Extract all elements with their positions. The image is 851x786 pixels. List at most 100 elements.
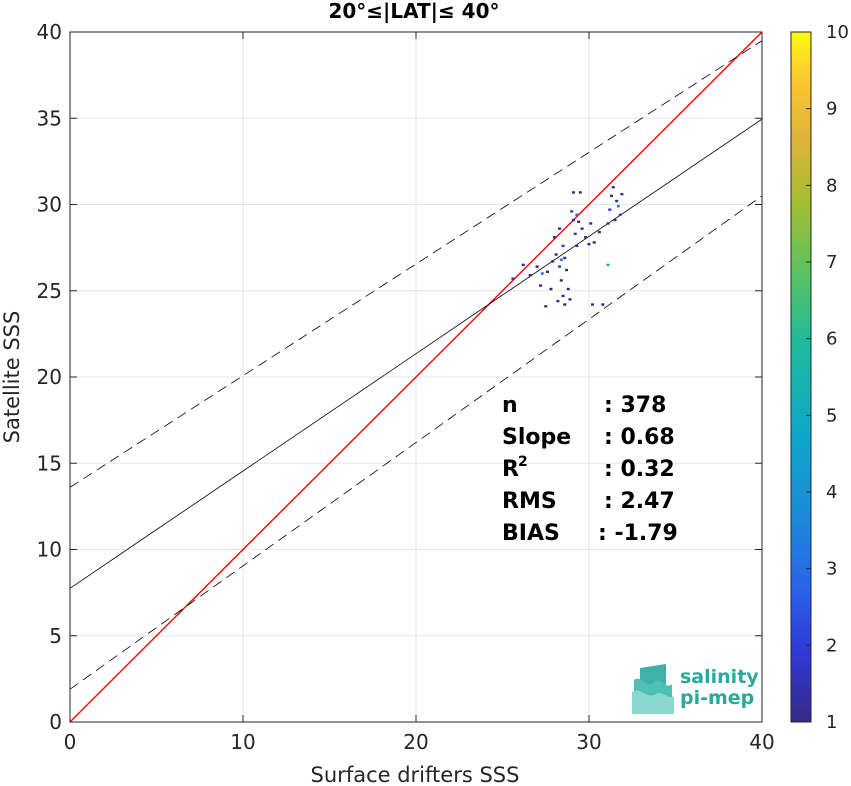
stat-value: : 0.32: [604, 457, 675, 482]
data-point: [566, 287, 570, 291]
colorbar-tick-label: 2: [826, 635, 837, 656]
x-tick-label: 10: [230, 730, 255, 754]
x-tick-label: 40: [749, 730, 774, 754]
stat-label-superscript: 2: [518, 454, 528, 470]
y-tick-label: 0: [49, 710, 62, 734]
colorbar-tick-label: 4: [826, 482, 837, 503]
data-point: [561, 244, 565, 248]
stat-value: : 0.68: [604, 425, 675, 450]
y-tick-label: 35: [37, 106, 62, 130]
identity-line: [70, 32, 762, 722]
salinity-pi-mep-logo: salinity pi-mep: [632, 664, 759, 714]
data-point: [552, 236, 556, 239]
x-tick-label: 30: [576, 730, 601, 754]
data-point: [606, 222, 610, 225]
y-tick-label: 40: [37, 20, 62, 44]
colorbar-tick-label: 5: [826, 405, 837, 426]
colorbar-tick-label: 1: [826, 712, 837, 733]
data-point: [590, 303, 594, 306]
data-point: [556, 299, 560, 303]
data-point: [521, 263, 525, 267]
y-tick-label: 10: [37, 538, 62, 562]
fit-lines: [70, 32, 762, 722]
data-point: [580, 227, 584, 230]
stat-label: n: [502, 393, 518, 418]
y-axis-label: Satellite SSS: [0, 311, 24, 444]
data-point: [589, 222, 593, 225]
data-point: [611, 186, 615, 189]
y-tick-label: 30: [37, 193, 62, 217]
data-point: [528, 274, 532, 277]
data-point: [551, 260, 555, 263]
data-point: [539, 284, 543, 287]
logo-line2: pi-mep: [680, 687, 754, 709]
data-point: [575, 244, 579, 248]
colorbar: 1 2 3 4 5 6 7 8 9 10: [790, 22, 849, 733]
fit-upper-line: [70, 40, 762, 488]
x-tick-label: 20: [403, 730, 428, 754]
data-point: [558, 265, 562, 268]
data-point: [618, 213, 622, 217]
data-point: [558, 227, 562, 230]
x-tick-label: 0: [64, 730, 77, 754]
data-point: [544, 305, 548, 308]
stat-value: : 2.47: [604, 489, 675, 514]
data-point: [601, 303, 605, 306]
data-point: [568, 298, 572, 301]
stat-label: RMS: [502, 489, 557, 514]
data-point: [584, 236, 588, 239]
fit-line: [70, 118, 762, 589]
stat-label: R: [502, 457, 519, 482]
axes: 0 10 20 30 40 0 5 10 15 20 25 30 35 40: [37, 20, 775, 754]
data-point: [549, 287, 553, 291]
data-point: [563, 256, 567, 260]
data-point: [561, 294, 565, 298]
data-point: [573, 232, 577, 236]
data-point: [578, 191, 582, 194]
stats-box: n: 378 Slope: 0.68 R 2: 0.32 RMS: 2.47 BIAS: …: [502, 393, 678, 546]
data-point: [571, 191, 575, 194]
data-point: [540, 272, 544, 275]
logo-line1: salinity: [680, 666, 759, 688]
y-tick-label: 5: [49, 624, 62, 648]
data-point: [616, 205, 620, 208]
data-point: [511, 277, 515, 280]
y-tick-label: 25: [37, 279, 62, 303]
data-point: [571, 218, 575, 222]
data-point: [570, 210, 574, 213]
colorbar-tick-label: 3: [826, 559, 837, 580]
colorbar-ticks: 1 2 3 4 5 6 7 8 9 10: [806, 22, 849, 733]
x-axis-label: Surface drifters SSS: [311, 763, 520, 786]
chart-title: 20°≤|LAT|≤ 40°: [328, 0, 499, 23]
data-point: [615, 199, 619, 203]
data-point: [565, 268, 569, 272]
data-points: [511, 186, 624, 308]
data-point: [613, 218, 617, 222]
data-point: [575, 213, 579, 217]
data-point: [620, 192, 624, 196]
colorbar-tick-label: 7: [826, 252, 837, 273]
y-tick-label: 15: [37, 451, 62, 475]
stat-value: : -1.79: [598, 521, 678, 546]
data-point: [606, 263, 610, 267]
data-point: [609, 194, 613, 198]
data-point: [535, 265, 539, 268]
data-point: [577, 220, 581, 223]
data-point: [608, 208, 612, 211]
data-point: [559, 279, 563, 282]
colorbar-tick-label: 6: [826, 329, 837, 350]
colorbar-gradient: [790, 31, 812, 723]
fit-lower-line: [70, 195, 762, 690]
y-tick-label: 20: [37, 365, 62, 389]
stat-value: : 378: [604, 393, 666, 418]
stat-label: Slope: [502, 425, 571, 450]
colorbar-tick-label: 10: [826, 22, 849, 43]
data-point: [545, 270, 549, 273]
data-point: [559, 258, 563, 261]
data-point: [563, 303, 567, 306]
data-point: [587, 242, 591, 246]
data-point: [597, 230, 601, 234]
colorbar-tick-label: 9: [826, 99, 837, 120]
colorbar-tick-label: 8: [826, 175, 837, 196]
